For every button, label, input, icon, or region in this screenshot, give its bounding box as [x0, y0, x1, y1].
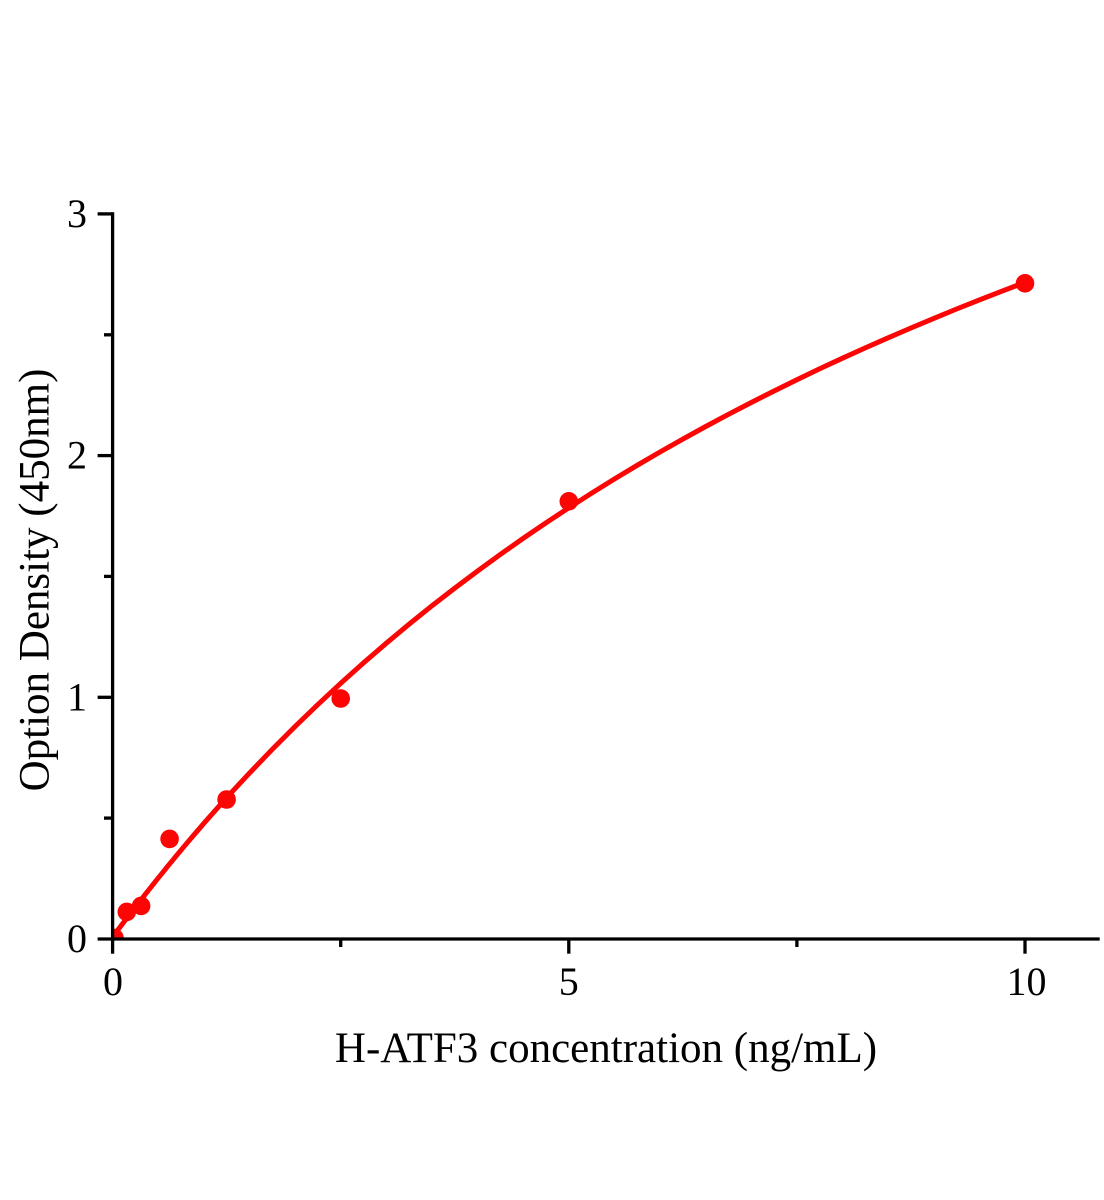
svg-text:Option Density (450nm): Option Density (450nm) [12, 369, 59, 792]
svg-text:0: 0 [67, 916, 87, 961]
svg-text:1: 1 [67, 674, 87, 719]
svg-text:2: 2 [67, 433, 87, 478]
svg-text:5: 5 [559, 959, 579, 1004]
svg-text:10: 10 [1007, 959, 1047, 1004]
svg-text:3: 3 [67, 191, 87, 236]
svg-text:H-ATF3 concentration (ng/mL): H-ATF3 concentration (ng/mL) [335, 1025, 877, 1072]
svg-text:0: 0 [103, 959, 123, 1004]
